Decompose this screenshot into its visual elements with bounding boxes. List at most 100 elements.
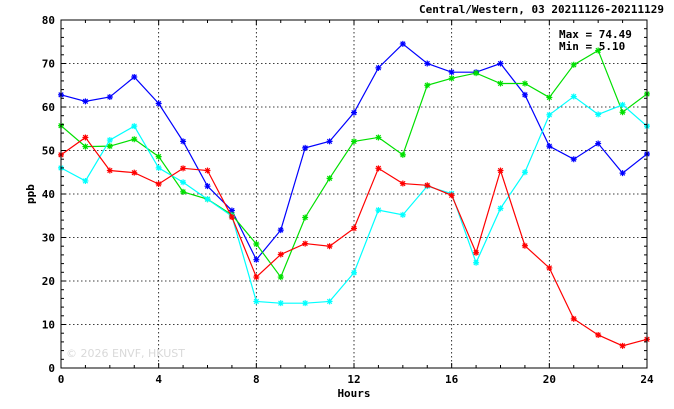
data-point-marker xyxy=(131,123,138,130)
data-point-marker xyxy=(180,188,187,195)
data-point-marker xyxy=(106,137,113,144)
data-point-marker xyxy=(473,259,480,266)
max-label: Max = 74.49 xyxy=(559,28,632,41)
x-tick-label: 12 xyxy=(347,373,360,386)
data-point-marker xyxy=(253,298,260,305)
data-point-marker xyxy=(155,164,162,171)
y-tick-label: 30 xyxy=(42,232,55,245)
data-point-marker xyxy=(351,225,357,232)
data-point-marker xyxy=(521,169,528,176)
data-point-marker xyxy=(595,111,602,118)
data-point-marker xyxy=(375,134,382,141)
data-point-marker xyxy=(424,82,431,89)
data-point-marker xyxy=(448,192,455,199)
data-point-marker xyxy=(253,256,260,263)
data-point-marker xyxy=(619,101,626,108)
data-point-marker xyxy=(351,269,357,276)
data-point-marker xyxy=(106,143,113,150)
data-point-marker xyxy=(570,315,577,322)
data-point-marker xyxy=(546,143,553,150)
watermark-text: © 2026 ENVF, HKUST xyxy=(66,347,185,360)
data-point-marker xyxy=(277,251,284,258)
data-point-marker xyxy=(546,264,553,271)
data-point-marker xyxy=(473,249,480,256)
data-point-marker xyxy=(131,136,138,143)
data-point-marker xyxy=(155,180,162,187)
x-tick-label: 24 xyxy=(640,373,654,386)
data-point-marker xyxy=(521,242,528,249)
x-tick-label: 4 xyxy=(155,373,162,386)
data-point-marker xyxy=(82,134,89,141)
data-point-marker xyxy=(302,240,309,247)
data-point-marker xyxy=(302,300,309,307)
data-point-marker xyxy=(399,40,406,47)
data-point-marker xyxy=(595,331,602,338)
data-point-marker xyxy=(253,274,260,281)
x-axis-label: Hours xyxy=(337,387,370,400)
y-tick-label: 40 xyxy=(42,188,55,201)
data-point-marker xyxy=(521,80,528,87)
data-point-marker xyxy=(82,143,89,150)
data-point-marker xyxy=(204,183,211,190)
data-point-marker xyxy=(277,300,284,307)
data-point-marker xyxy=(497,205,504,212)
y-tick-label: 60 xyxy=(42,101,55,114)
data-point-marker xyxy=(497,80,504,87)
data-point-marker xyxy=(399,180,406,187)
data-point-marker xyxy=(351,138,357,145)
y-tick-label: 20 xyxy=(42,275,55,288)
data-point-marker xyxy=(82,177,89,184)
data-point-marker xyxy=(619,109,626,116)
data-point-marker xyxy=(448,75,455,82)
data-point-marker xyxy=(228,207,235,214)
y-tick-label: 10 xyxy=(42,319,55,332)
data-point-marker xyxy=(399,151,406,158)
data-point-marker xyxy=(204,196,211,203)
data-point-marker xyxy=(351,109,357,116)
y-tick-label: 0 xyxy=(48,362,55,375)
data-point-marker xyxy=(448,69,455,76)
data-point-marker xyxy=(375,64,382,71)
data-point-marker xyxy=(155,100,162,107)
data-point-marker xyxy=(473,70,480,77)
data-point-marker xyxy=(595,47,602,54)
data-point-marker xyxy=(277,274,284,281)
data-point-marker xyxy=(619,342,626,349)
y-tick-label: 80 xyxy=(42,14,55,27)
data-point-marker xyxy=(106,167,113,174)
x-tick-label: 16 xyxy=(445,373,459,386)
data-point-marker xyxy=(326,175,333,182)
x-tick-label: 20 xyxy=(543,373,556,386)
data-point-marker xyxy=(253,241,260,248)
series-2 xyxy=(58,47,650,281)
data-point-marker xyxy=(326,243,333,250)
data-point-marker xyxy=(106,93,113,100)
data-point-marker xyxy=(497,167,504,174)
data-point-marker xyxy=(546,94,553,101)
y-tick-label: 70 xyxy=(42,58,55,71)
data-point-marker xyxy=(326,298,333,305)
data-point-marker xyxy=(399,211,406,218)
data-point-marker xyxy=(570,93,577,100)
data-point-marker xyxy=(546,111,553,118)
data-point-marker xyxy=(302,144,309,151)
data-point-marker xyxy=(375,207,382,214)
data-point-marker xyxy=(228,214,235,221)
min-label: Min = 5.10 xyxy=(559,40,625,53)
grid-layer xyxy=(61,20,647,368)
data-point-marker xyxy=(302,214,309,221)
data-point-marker xyxy=(424,182,431,189)
data-point-marker xyxy=(204,167,211,174)
data-point-marker xyxy=(497,60,504,67)
data-point-marker xyxy=(180,165,187,172)
y-axis-label: ppb xyxy=(24,184,37,204)
data-point-marker xyxy=(131,73,138,80)
x-tick-label: 0 xyxy=(58,373,65,386)
data-point-marker xyxy=(326,138,333,145)
data-point-marker xyxy=(180,138,187,145)
chart-title: Central/Western, 03 20211126-20211129 xyxy=(419,3,664,16)
data-point-marker xyxy=(82,98,89,105)
data-point-marker xyxy=(424,60,431,67)
